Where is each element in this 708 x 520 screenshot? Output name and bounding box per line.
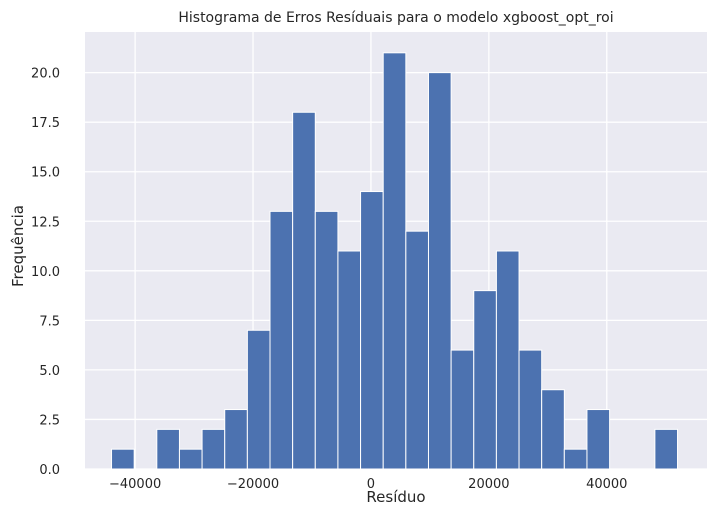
histogram-bar [224,409,248,470]
histogram-bar [337,250,362,470]
histogram-bar [563,448,588,470]
y-tick-label: 17.5 [31,116,60,131]
histogram-bar [382,52,407,470]
y-tick-label: 2.5 [39,413,60,428]
y-tick-label: 15.0 [31,166,60,181]
x-tick-label: 0 [367,477,375,492]
histogram-bar [246,329,271,470]
y-tick-label: 12.5 [31,215,60,230]
y-axis-label: Frequência [9,205,27,287]
x-tick-label: −20000 [227,477,279,492]
histogram-bar [405,230,429,470]
x-tick-label: 40000 [586,477,627,492]
histogram-bar [269,210,294,470]
histogram-bar [495,250,520,470]
histogram-bars [111,52,679,470]
chart-title: Histograma de Erros Resíduais para o mod… [178,10,613,26]
histogram-bar [518,349,543,470]
histogram-bar [360,191,384,470]
histogram-bar [586,409,611,470]
histogram-bar [450,349,475,470]
y-axis-ticks: 0.0 2.5 5.0 7.5 10.0 12.5 15.0 17.5 20.0 [31,67,60,478]
x-axis-ticks: −40000 −20000 0 20000 40000 [109,477,627,492]
histogram-bar [178,448,203,470]
histogram-bar [292,111,316,470]
x-tick-label: 20000 [468,477,509,492]
y-tick-label: 0.0 [39,463,60,478]
histogram-bar [473,290,497,470]
histogram-bar [201,428,226,470]
histogram-bar [654,428,679,470]
histogram-bar [156,428,180,470]
histogram-bar [541,389,565,470]
histogram-bar [427,72,452,470]
y-tick-label: 5.0 [39,364,60,379]
x-tick-label: −40000 [109,477,161,492]
histogram-bar [111,448,135,470]
y-tick-label: 20.0 [31,67,60,82]
histogram-bar [314,210,339,470]
y-tick-label: 10.0 [31,265,60,280]
x-axis-label: Resíduo [366,488,425,506]
y-tick-label: 7.5 [39,314,60,329]
